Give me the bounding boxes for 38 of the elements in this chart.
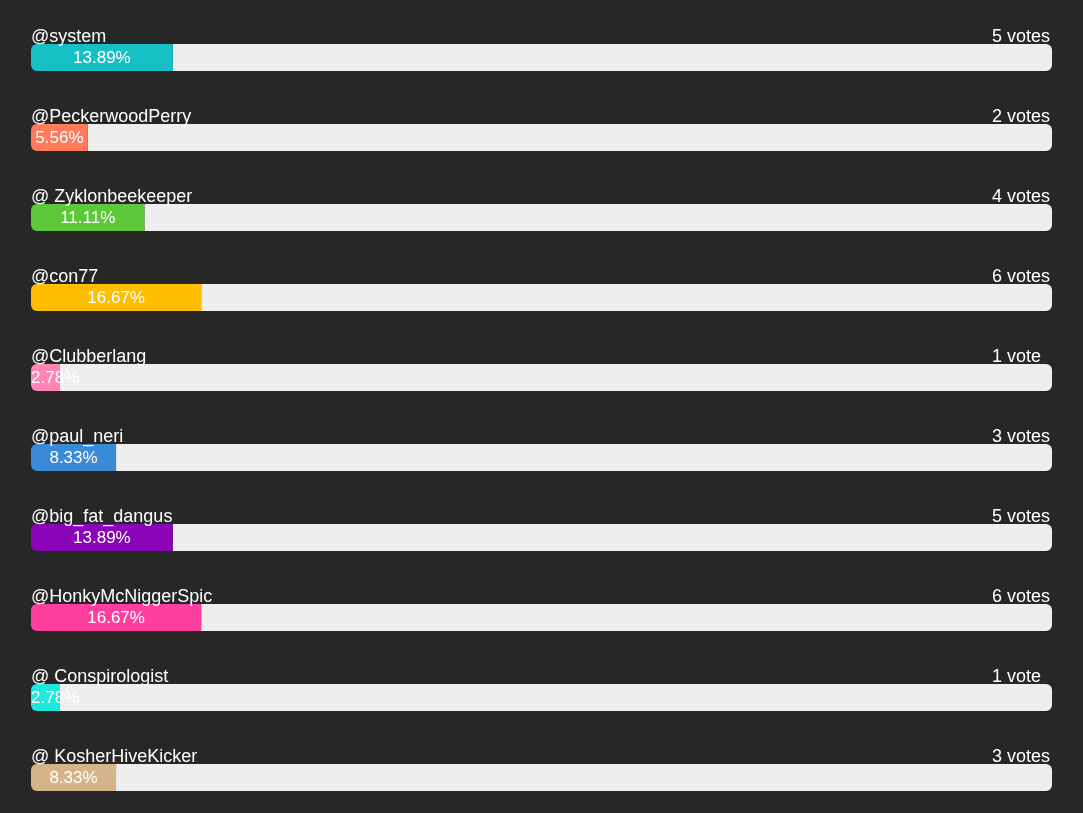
bar [144,204,1052,231]
annotation: 5 votes [992,26,1051,46]
y-tick-label: @paul_neri [31,426,124,447]
bar [31,44,173,71]
annotation: 1 vote [992,346,1042,366]
y-tick-label: @system [31,26,107,46]
annotation: 6 votes [992,586,1051,606]
annotation: 2 votes [992,106,1051,126]
annotation: 6 votes [992,266,1051,286]
bar [172,44,1052,71]
data-label: 5.56% [35,128,84,148]
data-label: 11.11% [60,208,116,228]
bar [116,764,1052,791]
annotation: 4 votes [992,186,1051,206]
bar [201,284,1052,311]
data-label: 13.89% [73,528,131,548]
annotation: 3 votes [992,426,1051,446]
bar [87,124,1052,151]
annotation: 1 vote [992,666,1042,686]
y-tick-label: @big_fat_dangus [31,506,173,527]
annotation: 5 votes [992,506,1051,526]
data-label: 16.67% [87,288,145,308]
bar [172,524,1052,551]
data-label: 8.33% [49,448,98,468]
y-tick-label: @con77 [31,266,99,286]
y-tick-label: @ Conspirologist [31,666,169,686]
y-tick-label: @ Zyklonbeekeeper [31,186,193,206]
data-label: 13.89% [73,48,131,68]
bar [31,604,202,631]
y-tick-label: @Clubberlang [31,346,147,366]
bar [201,604,1052,631]
y-tick-label: @HonkyMcNiggerSpic [31,586,213,606]
data-label: 16.67% [87,608,145,628]
bar [31,284,202,311]
y-tick-label: @PeckerwoodPerry [31,106,192,126]
y-tick-label: @ KosherHiveKicker [31,746,198,766]
data-label: 8.33% [49,768,98,788]
annotation: 3 votes [992,746,1051,766]
